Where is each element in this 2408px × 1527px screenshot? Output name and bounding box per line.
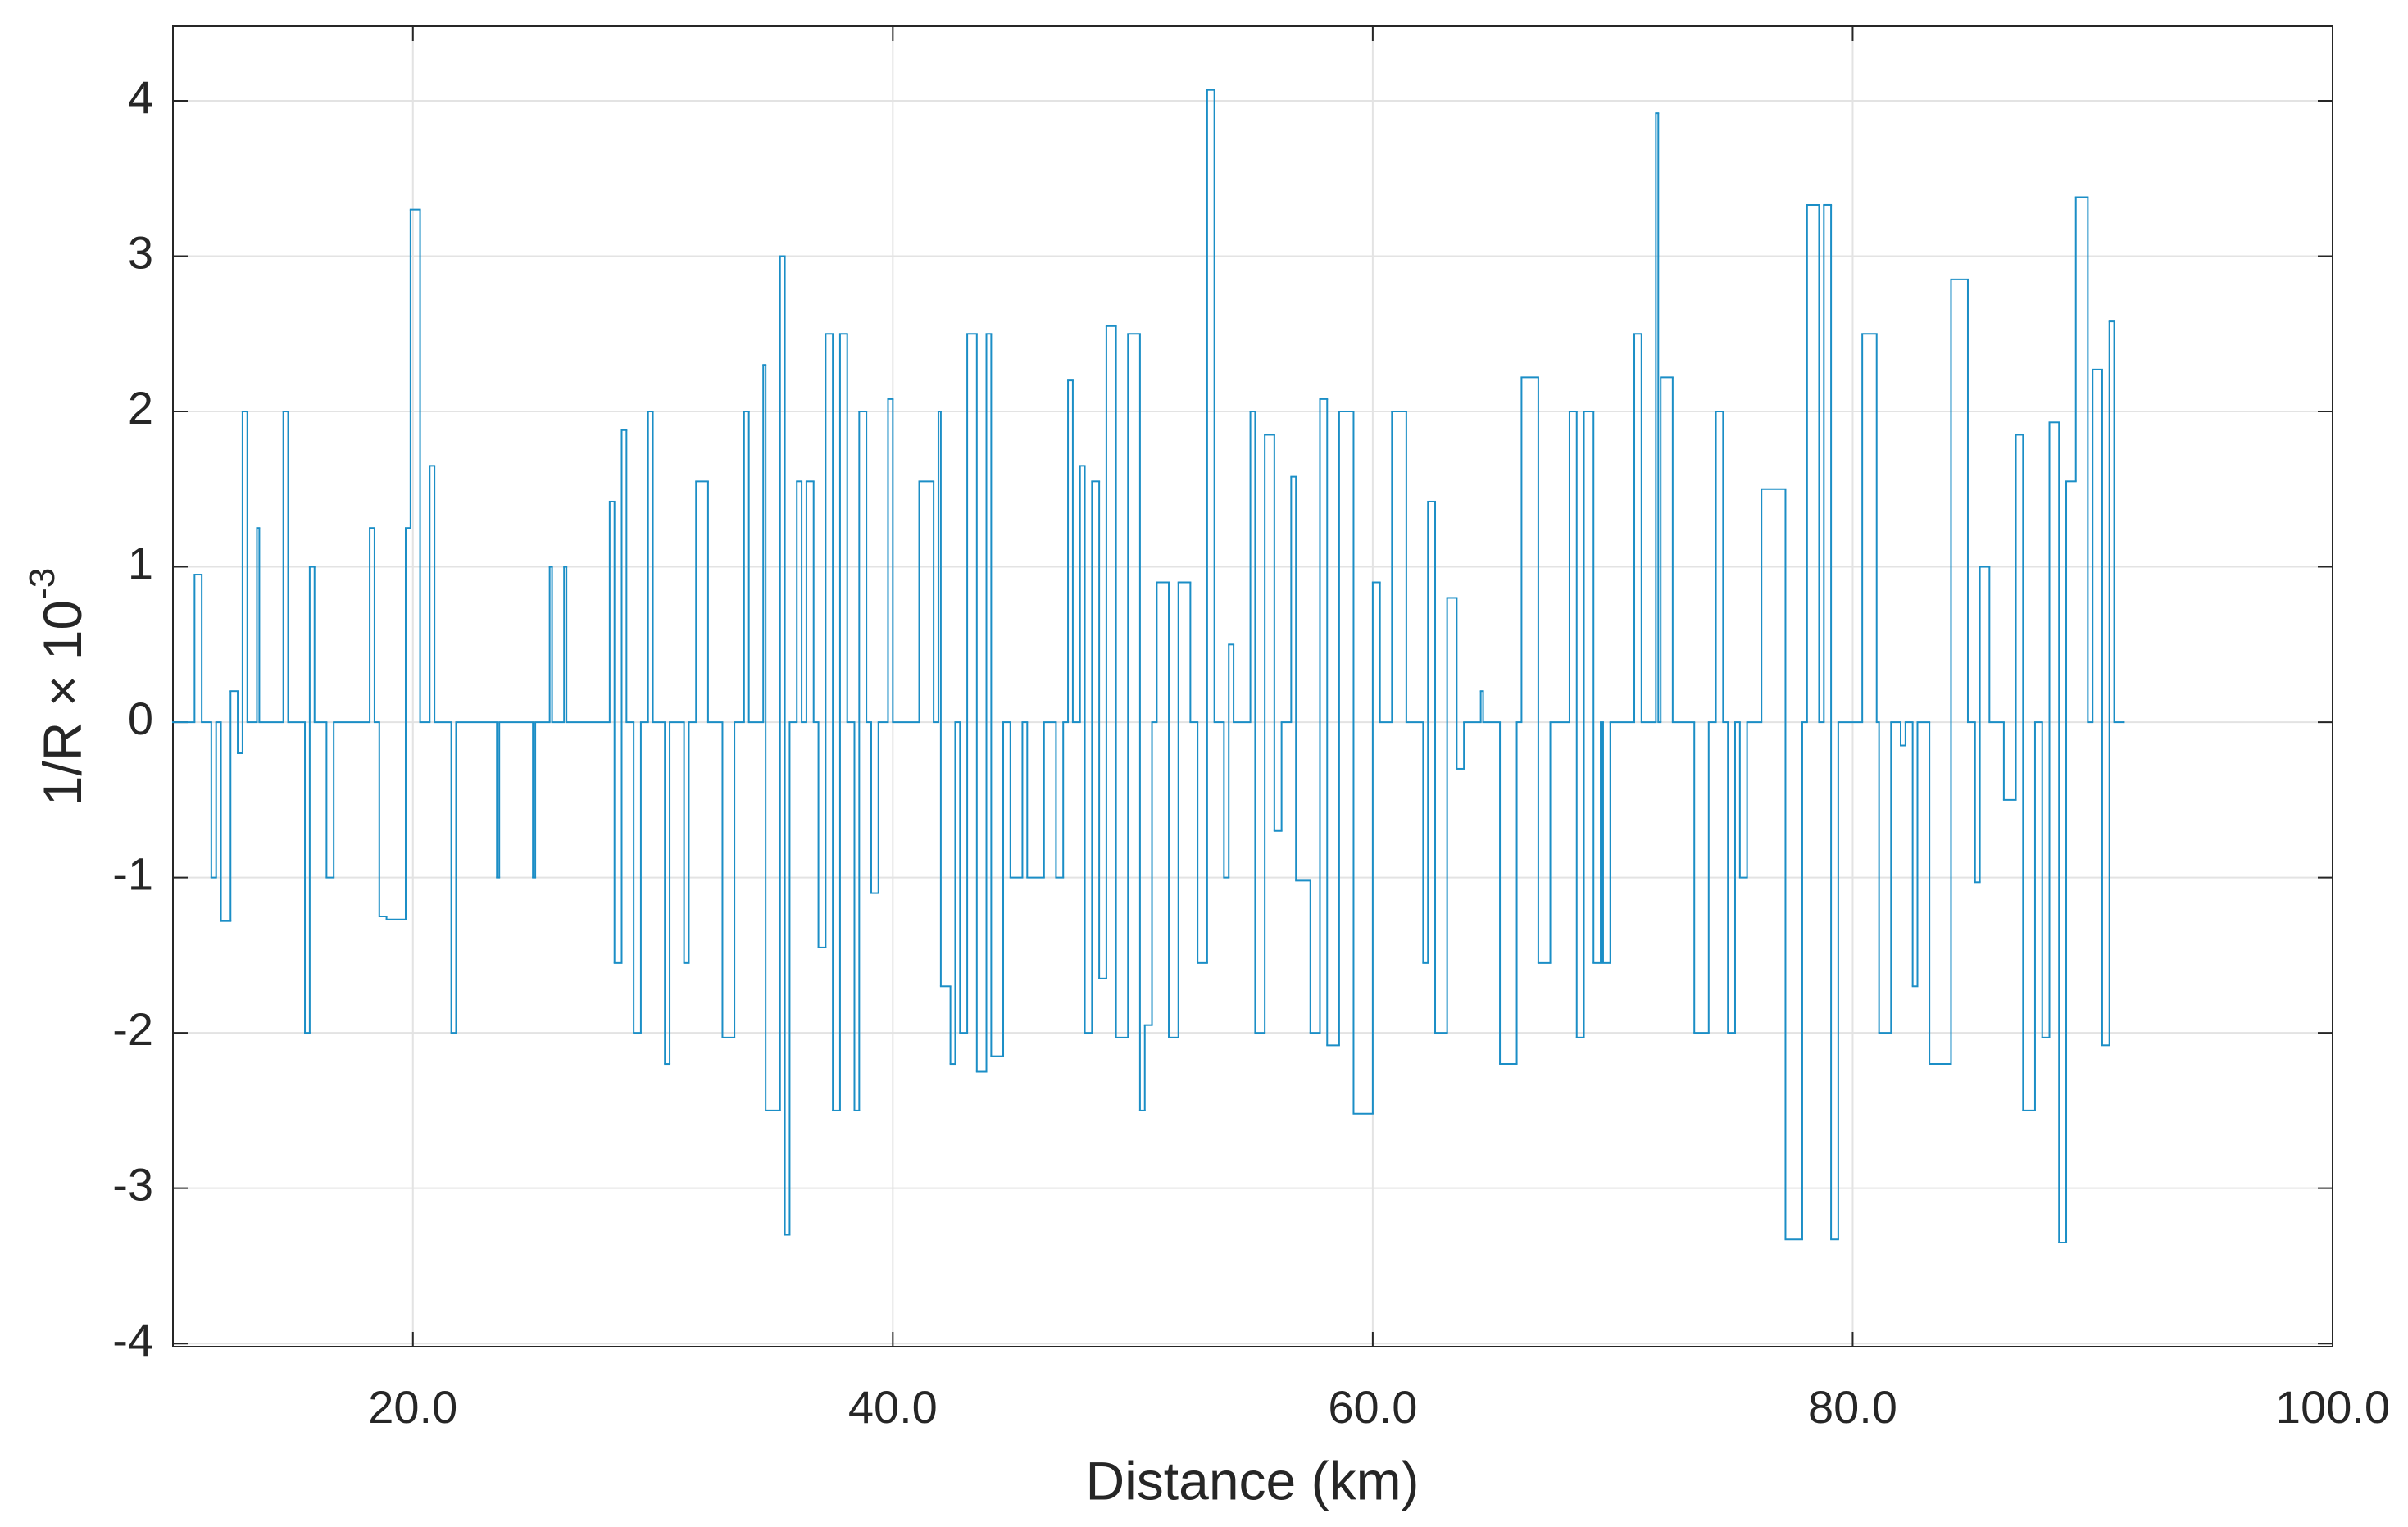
y-axis-label-exponent: -3: [22, 568, 62, 600]
x-tick-label: 100.0: [2275, 1381, 2390, 1433]
x-tick-label: 40.0: [848, 1381, 938, 1433]
y-tick-label: 2: [128, 382, 153, 434]
y-tick-label: 0: [128, 693, 153, 744]
y-axis-label-group: 1/R × 10-3: [22, 568, 93, 806]
grid: [173, 26, 2333, 1347]
y-tick-label: 1: [128, 537, 153, 589]
y-tick-label: 3: [128, 226, 153, 278]
y-tick-label: 4: [128, 71, 153, 123]
y-axis-label-base: 1/R × 10: [32, 600, 93, 806]
y-axis-label: 1/R × 10-3: [22, 568, 93, 806]
y-tick-label: -4: [112, 1314, 153, 1366]
x-tick-label: 80.0: [1808, 1381, 1897, 1433]
y-tick-label: -3: [112, 1158, 153, 1210]
y-tick-label: -2: [112, 1003, 153, 1055]
y-tick-label: -1: [112, 848, 153, 899]
x-tick-label: 20.0: [368, 1381, 457, 1433]
plot-frame: [172, 25, 2333, 1347]
x-axis-label: Distance (km): [1085, 1450, 1419, 1511]
data-line: [172, 89, 2125, 1244]
x-tick-label: 60.0: [1328, 1381, 1417, 1433]
